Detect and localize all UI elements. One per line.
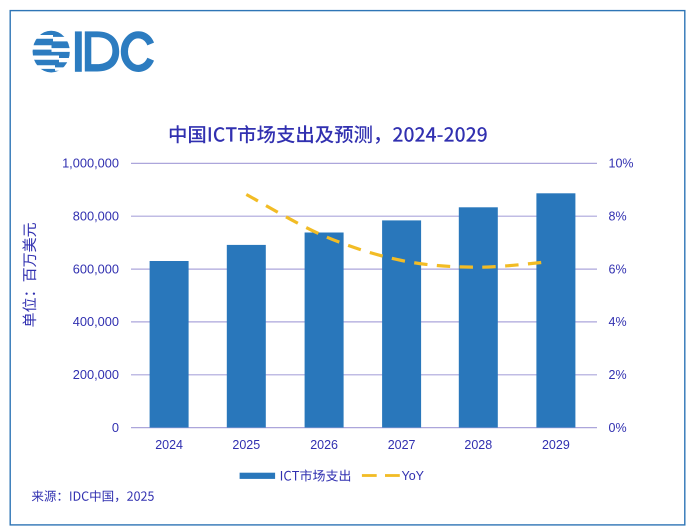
svg-text:1,000,000: 1,000,000 xyxy=(62,156,119,171)
svg-text:2026: 2026 xyxy=(310,438,338,452)
svg-text:6%: 6% xyxy=(609,262,627,276)
svg-text:4%: 4% xyxy=(609,315,627,329)
svg-text:YoY: YoY xyxy=(402,469,425,483)
svg-text:8%: 8% xyxy=(609,210,627,224)
svg-text:200,000: 200,000 xyxy=(73,367,119,382)
svg-text:400,000: 400,000 xyxy=(73,314,119,329)
svg-text:2%: 2% xyxy=(609,368,627,382)
svg-text:0: 0 xyxy=(112,420,119,435)
svg-text:10%: 10% xyxy=(609,157,634,171)
svg-text:2028: 2028 xyxy=(464,438,492,452)
svg-text:2029: 2029 xyxy=(542,438,570,452)
svg-text:0%: 0% xyxy=(609,421,627,435)
svg-text:600,000: 600,000 xyxy=(73,261,119,276)
svg-text:2027: 2027 xyxy=(388,438,416,452)
svg-text:2025: 2025 xyxy=(232,438,260,452)
svg-text:2024: 2024 xyxy=(155,438,183,452)
svg-text:800,000: 800,000 xyxy=(73,209,119,224)
